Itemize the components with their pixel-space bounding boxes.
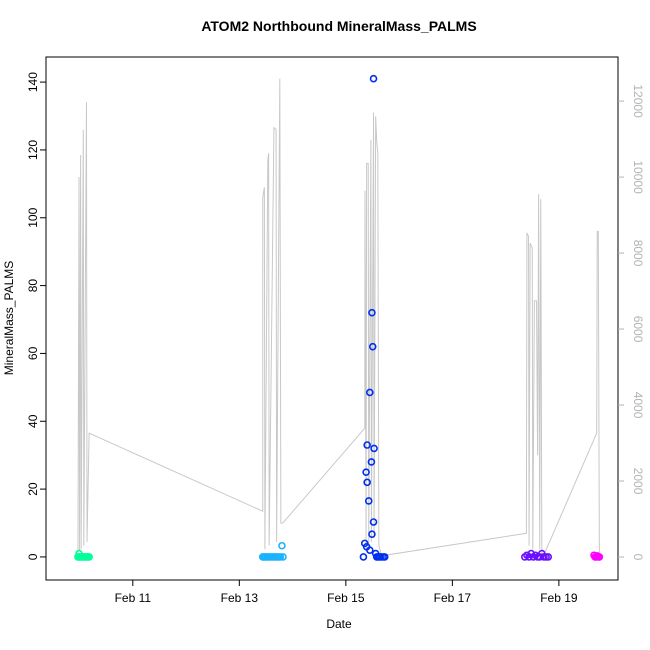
y-axis-label: MineralMass_PALMS <box>2 261 16 375</box>
y-tick-label: 0 <box>26 553 40 560</box>
x-tick-label: Feb 19 <box>540 591 578 605</box>
point <box>276 553 285 561</box>
point <box>359 553 368 561</box>
point <box>368 530 376 539</box>
y-tick-label: 140 <box>26 72 40 92</box>
y2-tick-label: 0 <box>631 554 645 561</box>
y2-tick-label: 8000 <box>631 240 645 267</box>
y2-tick-label: 12000 <box>631 84 645 118</box>
plot-frame <box>45 56 619 581</box>
point <box>366 388 374 397</box>
y-tick-label: 100 <box>26 207 40 227</box>
y-tick-label: 80 <box>26 279 40 293</box>
point <box>370 444 378 453</box>
point <box>363 441 371 449</box>
point <box>595 553 604 561</box>
point <box>279 553 287 561</box>
chart-title: ATOM2 Northbound MineralMass_PALMS <box>201 18 476 34</box>
point <box>368 342 377 351</box>
point <box>364 497 373 505</box>
y2-tick-label: 6000 <box>631 316 645 343</box>
x-tick-label: Feb 15 <box>327 591 365 605</box>
y-tick-label: 120 <box>26 140 40 160</box>
point <box>366 546 374 554</box>
point <box>380 553 389 561</box>
y2-tick-label: 10000 <box>631 160 645 194</box>
point <box>278 541 286 550</box>
x-tick-label: Feb 17 <box>434 591 472 605</box>
y-tick-label: 20 <box>26 482 40 496</box>
point <box>362 468 370 476</box>
x-tick-label: Feb 11 <box>115 591 152 605</box>
y2-tick-label: 2000 <box>631 468 645 495</box>
x-axis-label: Date <box>326 617 352 631</box>
point <box>544 553 553 561</box>
point <box>363 478 371 487</box>
point <box>367 458 376 466</box>
y2-tick-label: 4000 <box>631 392 645 419</box>
point <box>369 74 378 83</box>
y-tick-label: 60 <box>26 346 40 360</box>
x-tick-label: Feb 13 <box>221 591 259 605</box>
line-series <box>77 78 600 558</box>
y-tick-label: 40 <box>26 414 40 428</box>
point <box>85 553 93 561</box>
point <box>368 308 376 317</box>
point <box>369 518 378 526</box>
